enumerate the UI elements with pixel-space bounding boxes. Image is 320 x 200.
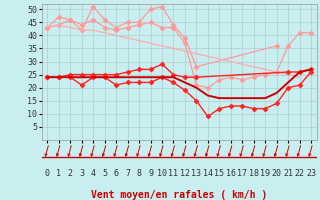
- Text: 16: 16: [226, 168, 236, 178]
- Text: 4: 4: [91, 168, 96, 178]
- Text: 17: 17: [237, 168, 247, 178]
- Text: 19: 19: [260, 168, 270, 178]
- Text: 5: 5: [102, 168, 107, 178]
- Text: 6: 6: [114, 168, 119, 178]
- Text: Vent moyen/en rafales ( km/h ): Vent moyen/en rafales ( km/h ): [91, 190, 267, 200]
- Text: 8: 8: [137, 168, 141, 178]
- Text: 12: 12: [180, 168, 190, 178]
- Text: 1: 1: [56, 168, 61, 178]
- Text: 10: 10: [157, 168, 167, 178]
- Text: 14: 14: [203, 168, 213, 178]
- Text: 23: 23: [306, 168, 316, 178]
- Text: 11: 11: [168, 168, 179, 178]
- Text: 0: 0: [45, 168, 50, 178]
- Text: 20: 20: [272, 168, 282, 178]
- Text: 22: 22: [295, 168, 305, 178]
- Text: 2: 2: [68, 168, 73, 178]
- Text: 13: 13: [191, 168, 201, 178]
- Text: 3: 3: [79, 168, 84, 178]
- Text: 15: 15: [214, 168, 224, 178]
- Text: 7: 7: [125, 168, 130, 178]
- Text: 18: 18: [249, 168, 259, 178]
- Text: 9: 9: [148, 168, 153, 178]
- Text: 21: 21: [283, 168, 293, 178]
